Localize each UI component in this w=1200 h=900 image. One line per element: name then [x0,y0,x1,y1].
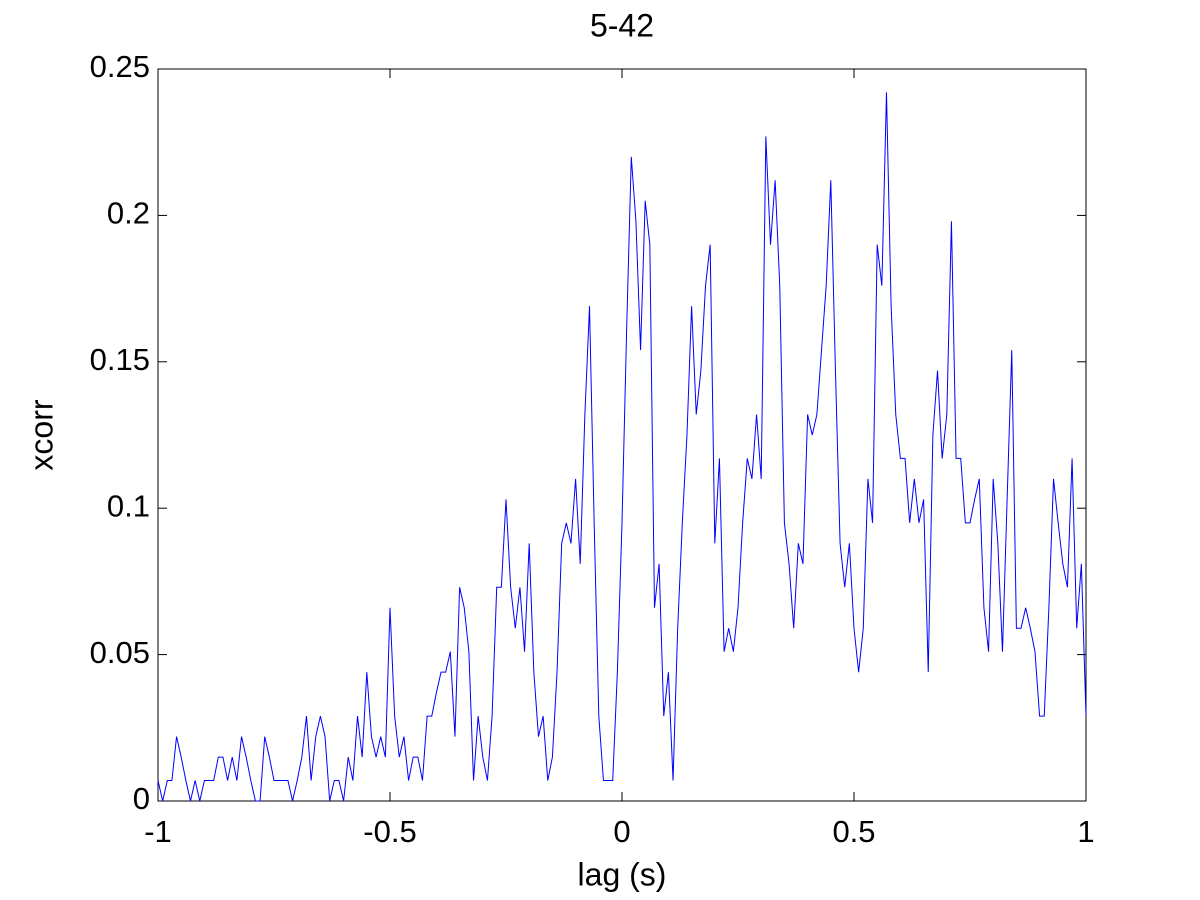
y-tick-label: 0.15 [90,342,150,377]
x-tick-label: 0 [613,814,630,849]
y-axis-label: xcorr [23,399,59,470]
y-tick-label: 0.25 [90,49,150,84]
y-tick-label: 0.2 [107,196,150,231]
x-tick-label: -1 [144,814,172,849]
data-line [157,92,1087,802]
x-tick-label: -0.5 [363,814,416,849]
chart-title: 5-42 [590,7,654,43]
y-tick-label: 0.1 [107,488,150,523]
y-tick-label: 0.05 [90,635,150,670]
x-tick-label: 1 [1077,814,1094,849]
x-axis-label: lag (s) [578,856,667,892]
y-tick-label: 0 [133,781,150,816]
x-tick-label: 0.5 [832,814,875,849]
